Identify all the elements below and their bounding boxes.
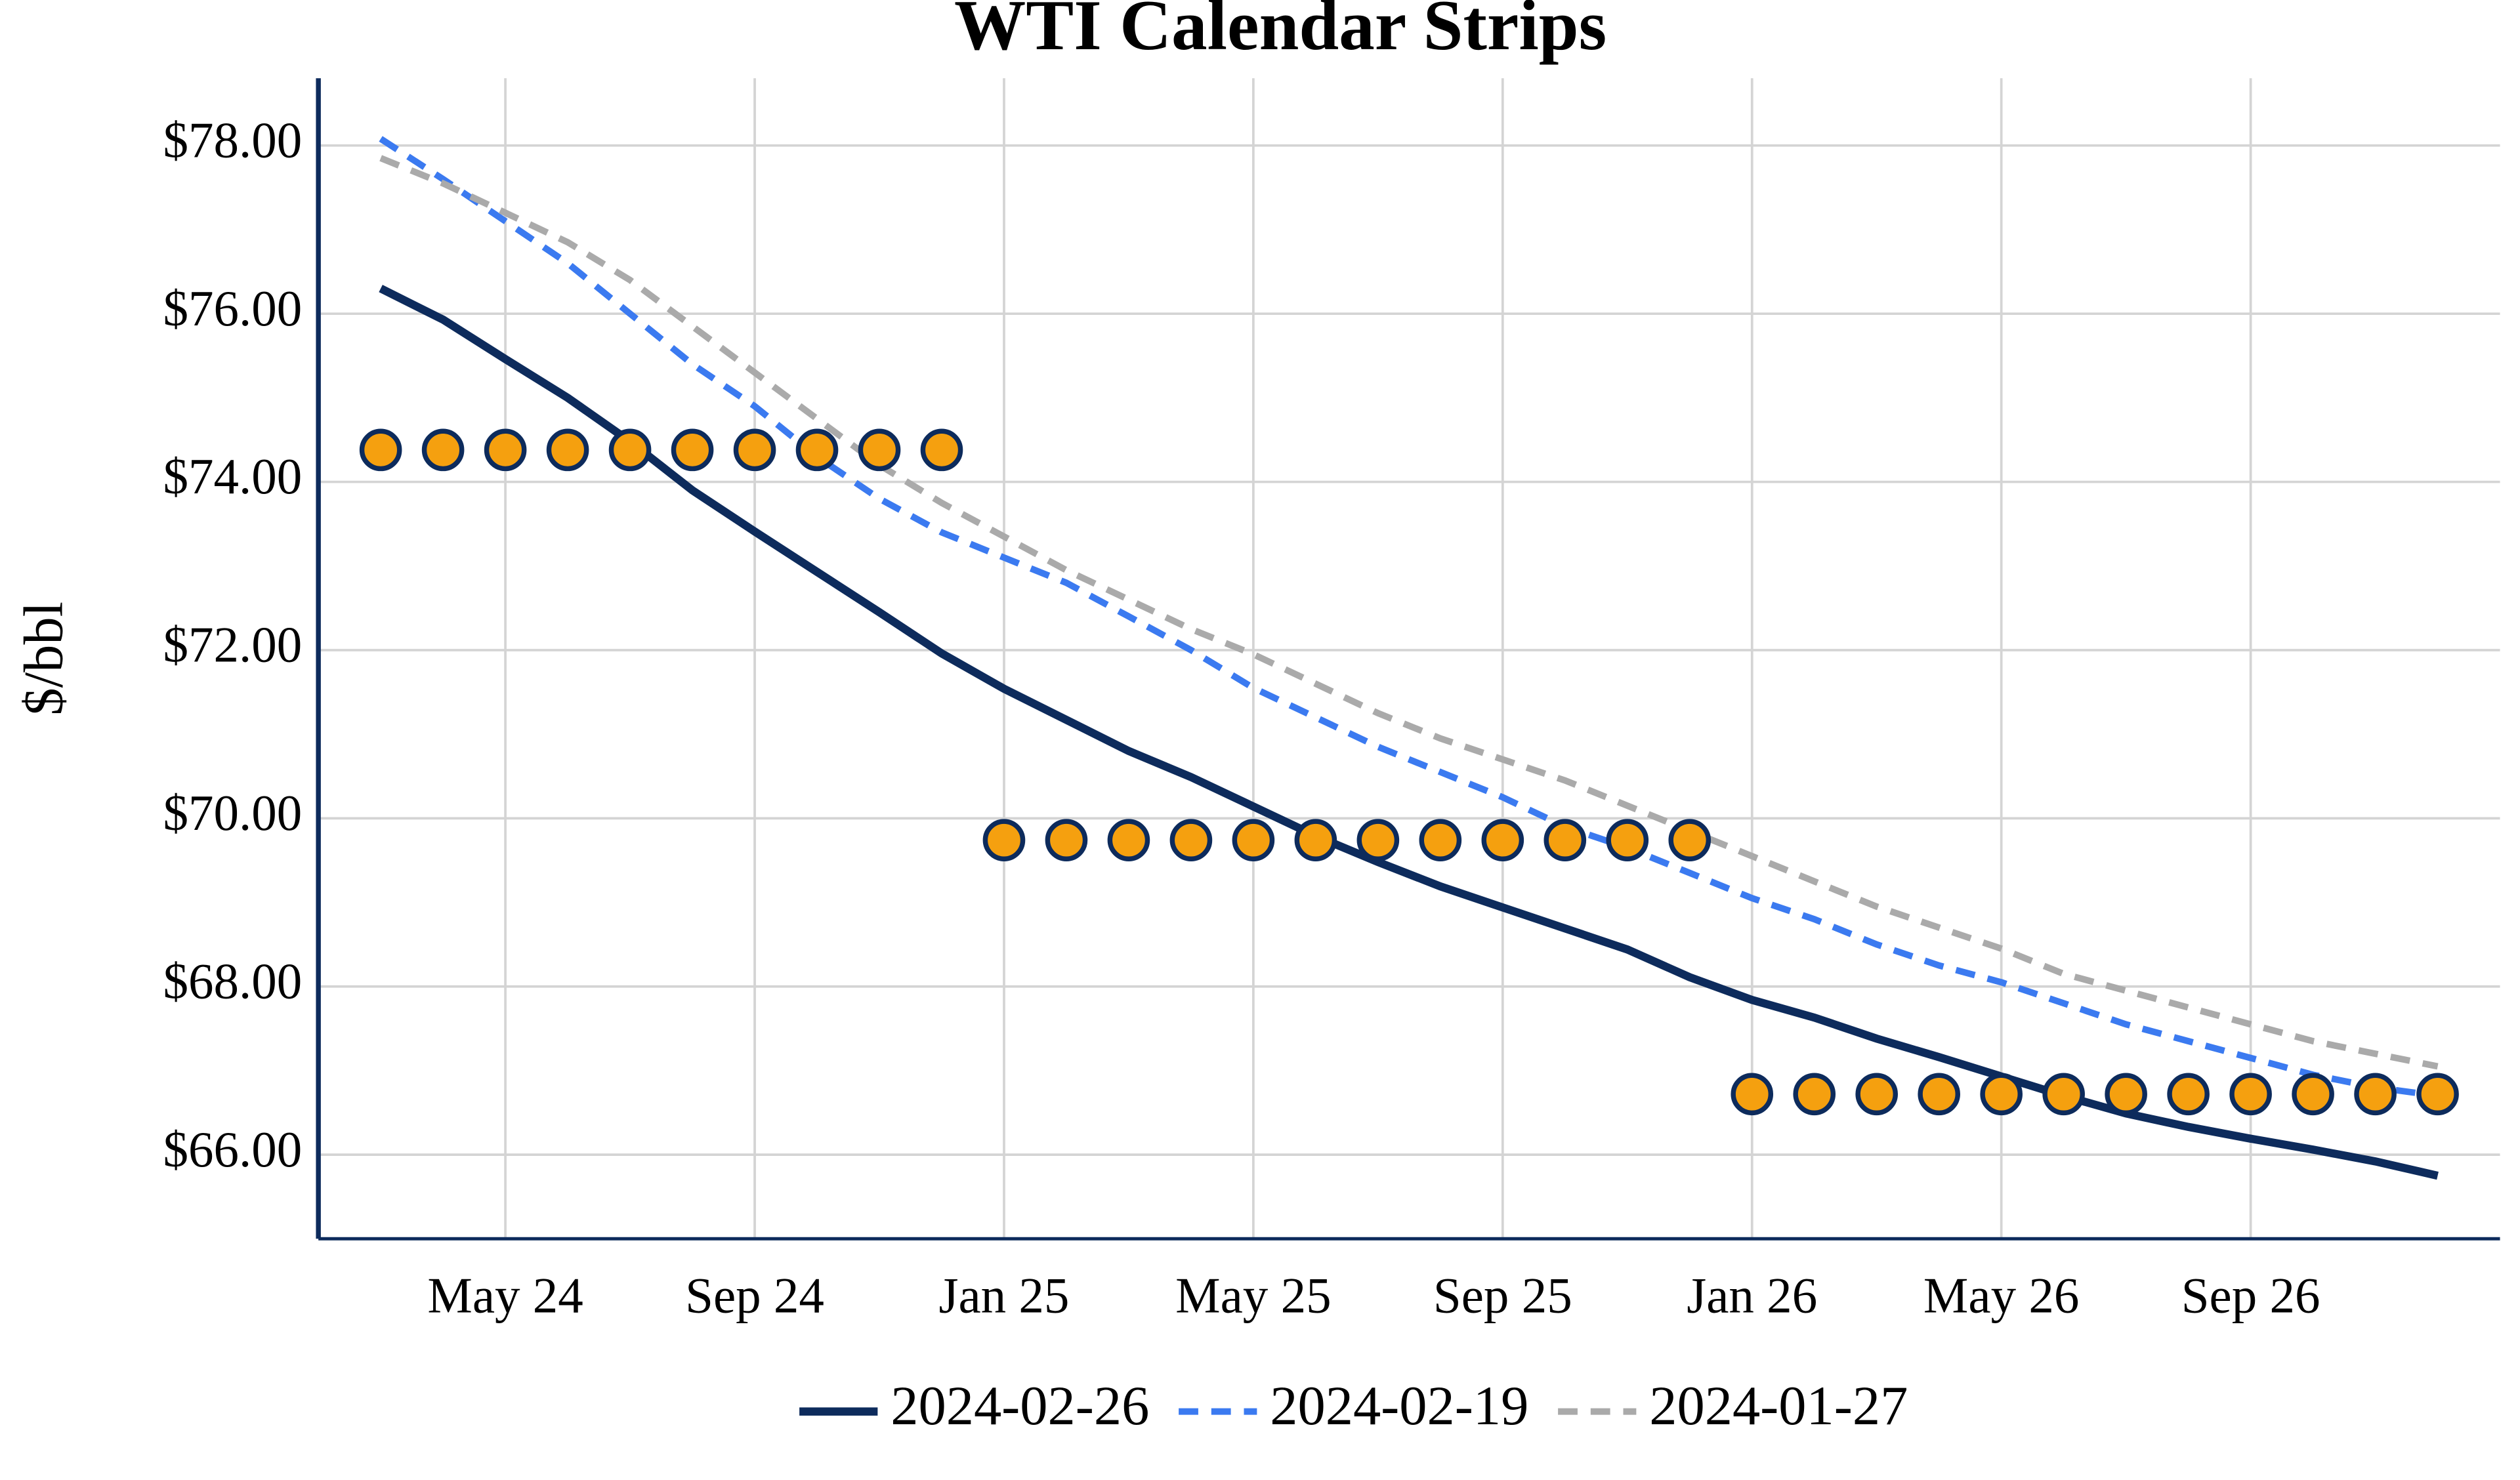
strip-point [1544,819,1587,861]
y-axis-label: $/bbl [14,602,75,716]
y-tick-label: $70.00 [163,785,303,841]
strip-point [2292,1073,2334,1116]
strip-point [2416,1073,2459,1116]
strip-point [858,428,901,472]
strip-point [421,428,465,472]
y-tick-label: $68.00 [163,953,303,1009]
strip-point [2354,1073,2397,1116]
strip-point [671,428,714,472]
strip-point [2167,1073,2210,1116]
series-line [379,155,2439,1070]
y-tick-label: $76.00 [163,280,303,337]
strip-point [1232,819,1275,861]
x-tick-label: May 26 [1923,1267,2079,1323]
strip-point [1668,819,1712,861]
x-tick-label: Sep 24 [685,1267,824,1323]
strip-point [1481,819,1524,861]
x-tick-label: Sep 26 [2181,1267,2320,1323]
strip-point [2229,1073,2272,1116]
strip-point [1606,819,1649,861]
y-tick-label: $72.00 [163,617,303,673]
strip-point [484,428,527,472]
y-tick-label: $74.00 [163,448,303,504]
x-tick-label: May 24 [427,1267,583,1323]
legend-label: 2024-01-27 [1649,1376,1908,1437]
strip-point [546,428,589,472]
y-tick-label: $78.00 [163,112,303,168]
strip-point [1419,819,1462,861]
y-tick-label: $66.00 [163,1121,303,1178]
strip-point [1980,1073,2023,1116]
strip-point [2042,1073,2085,1116]
chart-title: WTI Calendar Strips [954,0,1606,65]
strip-point [359,428,402,472]
strip-point [1793,1073,1836,1116]
strip-point [1356,819,1400,861]
x-tick-label: Sep 25 [1433,1267,1572,1323]
strip-point [1045,819,1088,861]
strip-point [795,428,839,472]
strip-point [982,819,1026,861]
series-line [379,285,2439,1180]
x-tick-label: May 25 [1175,1267,1331,1323]
strip-point [2105,1073,2147,1116]
strip-point [1855,1073,1899,1116]
strip-point [1731,1073,1774,1116]
legend-label: 2024-02-26 [891,1376,1149,1437]
strip-point [608,428,652,472]
series-line [379,136,2439,1100]
legend-label: 2024-02-19 [1270,1376,1528,1437]
strip-point [1107,819,1150,861]
strip-point [733,428,776,472]
strip-point [1294,819,1337,861]
x-tick-label: Jan 25 [938,1267,1069,1323]
strip-point [1169,819,1213,861]
strip-point [1918,1073,1960,1116]
x-tick-label: Jan 26 [1687,1267,1817,1323]
strip-point [920,428,963,472]
